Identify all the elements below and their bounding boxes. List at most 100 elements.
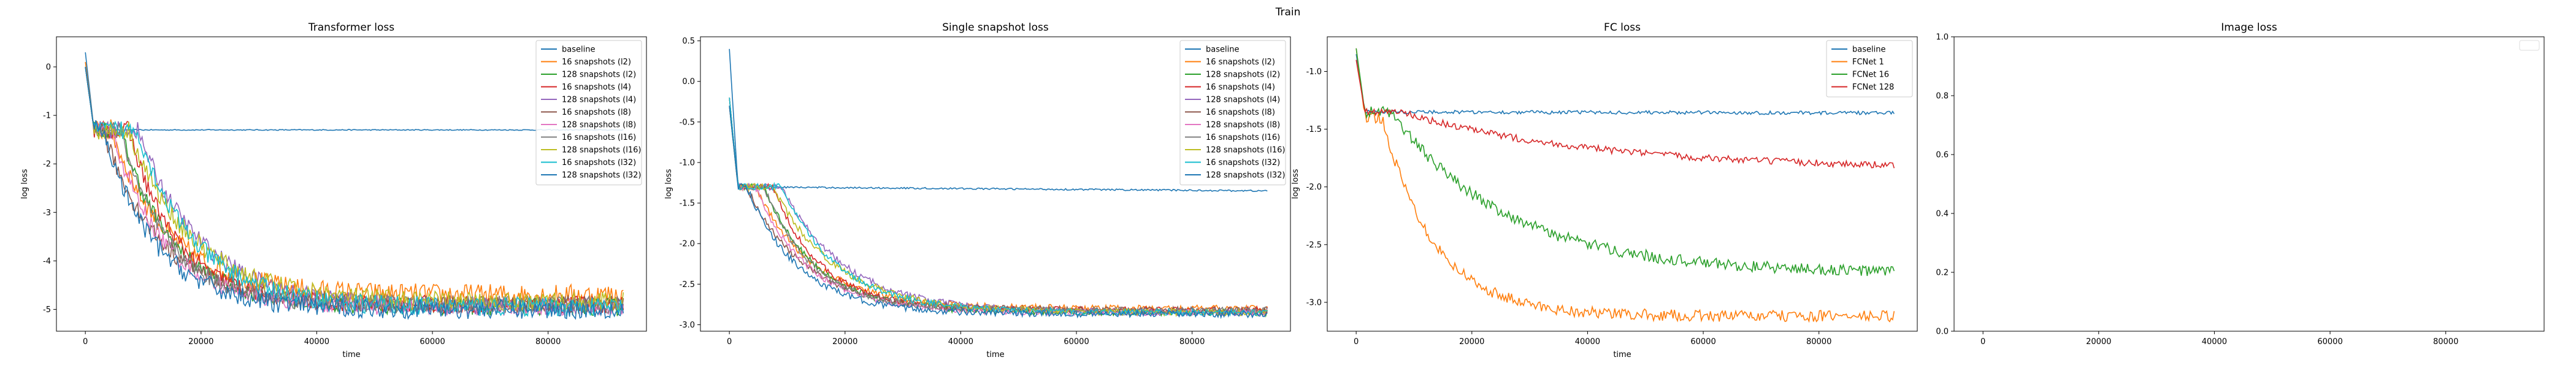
chart-title: Single snapshot loss bbox=[942, 21, 1049, 34]
legend-box-empty bbox=[2519, 40, 2540, 51]
y-tick-label: -2.5 bbox=[1306, 240, 1322, 250]
legend-label: 128 snapshots (l32) bbox=[1206, 171, 1285, 180]
legend-label: 128 snapshots (l4) bbox=[562, 96, 636, 105]
y-axis-label: log loss bbox=[1291, 169, 1300, 199]
y-axis-label: log loss bbox=[20, 169, 29, 199]
y-tick-label: -1.5 bbox=[680, 199, 695, 209]
y-axis-label: log loss bbox=[664, 169, 673, 199]
x-tick-label: 20000 bbox=[188, 337, 213, 347]
series-line bbox=[1355, 59, 1895, 169]
legend-label: 128 snapshots (l2) bbox=[562, 71, 636, 80]
chart-title: FC loss bbox=[1604, 21, 1641, 34]
legend-label: FCNet 128 bbox=[1852, 83, 1894, 92]
chart-title: Transformer loss bbox=[308, 21, 394, 34]
y-tick-label: -5 bbox=[43, 305, 51, 315]
chart-panel-3: FC loss 0 20000 40000 60000 80000 -1.0 -1.5 -2.0… bbox=[1291, 21, 1918, 359]
x-tick-label: 40000 bbox=[304, 337, 329, 347]
plot-frame bbox=[1327, 36, 1918, 332]
chart-panel-4: Image loss 0 20000 40000 60000 80000 0.0 0.2 0.4… bbox=[1936, 21, 2545, 347]
y-tick-label: 0.6 bbox=[1936, 151, 1949, 160]
legend-box bbox=[535, 40, 642, 185]
legend-label: FCNet 16 bbox=[1852, 71, 1889, 80]
series-line bbox=[85, 66, 624, 314]
chart-panel-1: Transformer loss 0 20000 40000 60000 80000 0 -1… bbox=[20, 21, 647, 359]
series-line bbox=[1355, 48, 1895, 323]
chart-title: Image loss bbox=[2221, 21, 2277, 34]
x-tick-label: 80000 bbox=[535, 337, 561, 347]
series-line bbox=[85, 52, 624, 131]
x-tick-label: 0 bbox=[83, 337, 88, 347]
y-tick-label: -1.0 bbox=[1306, 67, 1322, 77]
legend-label: 16 snapshots (l8) bbox=[1206, 108, 1275, 117]
legend-label: 16 snapshots (l16) bbox=[1206, 133, 1280, 142]
y-tick-label: -1.0 bbox=[680, 158, 695, 167]
x-tick-label: 20000 bbox=[832, 337, 857, 347]
legend-label: 16 snapshots (l32) bbox=[1206, 158, 1280, 167]
x-tick-label: 60000 bbox=[2317, 337, 2342, 347]
legend-label: FCNet 1 bbox=[1852, 58, 1884, 67]
x-tick-label: 60000 bbox=[1690, 337, 1715, 347]
y-tick-label: -2.0 bbox=[680, 240, 695, 249]
legend-label: 128 snapshots (l32) bbox=[562, 171, 641, 180]
plot-frame bbox=[1953, 36, 2545, 332]
legend-label: 16 snapshots (l4) bbox=[562, 83, 631, 92]
series-line bbox=[1355, 48, 1895, 277]
x-tick-label: 80000 bbox=[1806, 337, 1831, 347]
y-tick-label: -4 bbox=[43, 257, 51, 266]
plot-frame bbox=[700, 36, 1291, 332]
series-group bbox=[1355, 48, 1895, 323]
legend-label: 128 snapshots (l4) bbox=[1206, 96, 1280, 105]
legend-label: baseline bbox=[562, 45, 595, 55]
legend-label: 16 snapshots (l16) bbox=[562, 133, 636, 142]
y-tick-label: -2.5 bbox=[680, 280, 695, 289]
series-line bbox=[1355, 54, 1895, 116]
x-tick-label: 80000 bbox=[2433, 337, 2458, 347]
x-tick-label: 20000 bbox=[2086, 337, 2111, 347]
x-tick-label: 60000 bbox=[420, 337, 445, 347]
x-tick-label: 0 bbox=[1980, 337, 1985, 347]
x-tick-label: 40000 bbox=[1575, 337, 1600, 347]
legend-label: 16 snapshots (l2) bbox=[562, 58, 631, 67]
y-tick-label: -1 bbox=[43, 112, 51, 121]
series-line bbox=[729, 105, 1268, 320]
legend-label: baseline bbox=[1852, 45, 1885, 55]
series-line bbox=[729, 98, 1268, 315]
legend-label: 16 snapshots (l32) bbox=[562, 158, 636, 167]
y-tick-label: 0.2 bbox=[1936, 269, 1949, 278]
legend-label: 128 snapshots (l16) bbox=[562, 146, 641, 155]
legend-label: 128 snapshots (l8) bbox=[562, 121, 636, 130]
series-line bbox=[85, 66, 624, 313]
legend-label: 16 snapshots (l4) bbox=[1206, 83, 1275, 92]
legend-label: 16 snapshots (l8) bbox=[562, 108, 631, 117]
series-group bbox=[729, 48, 1268, 320]
x-axis-label: time bbox=[1613, 350, 1631, 359]
y-tick-label: 0.5 bbox=[682, 37, 695, 46]
series-line bbox=[729, 48, 1268, 193]
y-tick-label: 0.4 bbox=[1936, 210, 1949, 219]
y-tick-label: -0.5 bbox=[680, 118, 695, 127]
x-axis-label: time bbox=[986, 350, 1004, 359]
legend: baseline 16 snapshots (l2) 128 snapshots (… bbox=[535, 40, 642, 185]
series-line bbox=[85, 66, 624, 317]
figure-suptitle: Train bbox=[1275, 6, 1301, 18]
y-tick-label: -3.0 bbox=[680, 321, 695, 330]
x-tick-label: 40000 bbox=[2202, 337, 2227, 347]
y-tick-label: -1.5 bbox=[1306, 125, 1322, 134]
x-tick-label: 0 bbox=[727, 337, 732, 347]
legend-label: baseline bbox=[1206, 45, 1239, 55]
legend: baseline FCNet 1 FCNet 16 FCNet 128 bbox=[1826, 40, 1913, 98]
legend-label: 128 snapshots (l8) bbox=[1206, 121, 1280, 130]
y-tick-label: -3.0 bbox=[1306, 298, 1322, 307]
chart-panel-2: Single snapshot loss 0 20000 40000 60000 8000… bbox=[664, 21, 1291, 359]
y-tick-label: 0.0 bbox=[1936, 328, 1949, 337]
series-group bbox=[85, 52, 624, 320]
x-axis-label: time bbox=[342, 350, 360, 359]
plot-frame bbox=[56, 36, 647, 332]
y-tick-label: 0.8 bbox=[1936, 92, 1949, 101]
legend-box bbox=[1179, 40, 1286, 185]
x-tick-label: 20000 bbox=[1459, 337, 1484, 347]
y-tick-label: 0.0 bbox=[682, 77, 695, 86]
legend-label: 16 snapshots (l2) bbox=[1206, 58, 1275, 67]
x-tick-label: 0 bbox=[1354, 337, 1359, 347]
